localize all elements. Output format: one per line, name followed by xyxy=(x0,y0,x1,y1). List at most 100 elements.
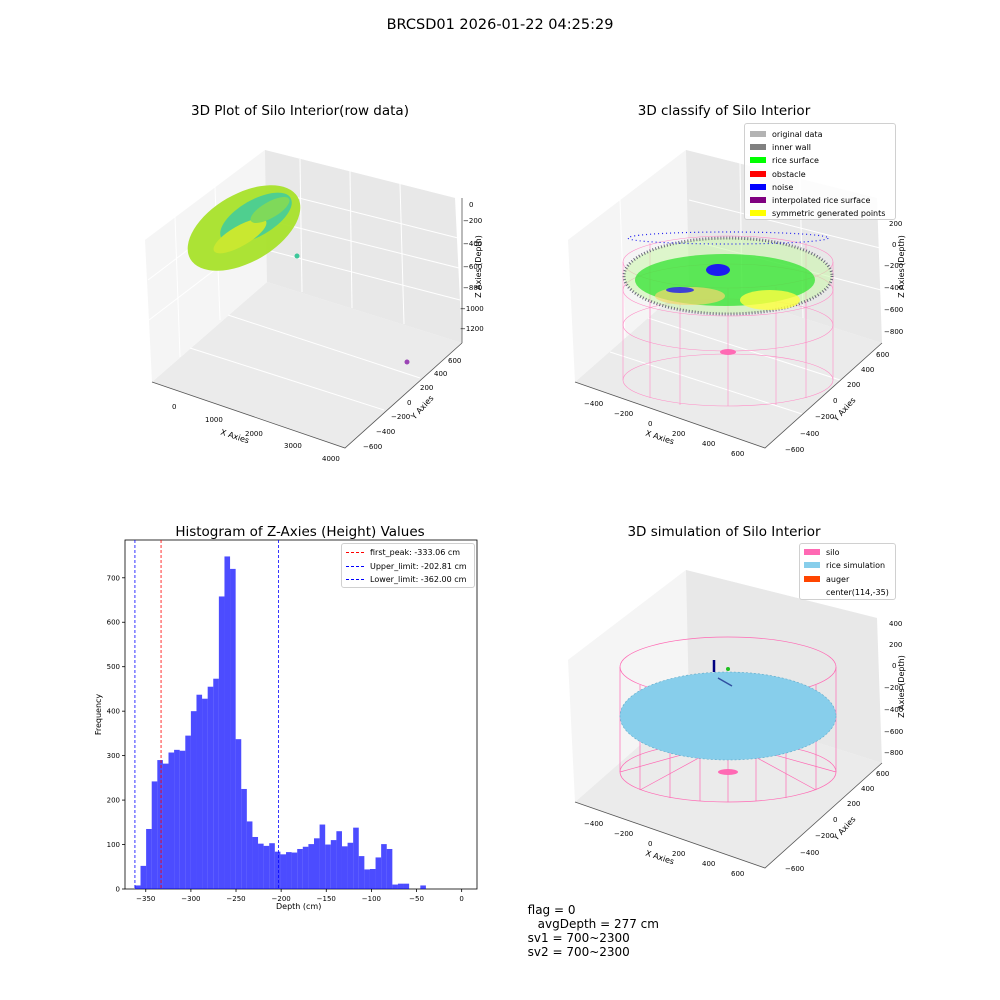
legend-label: noise xyxy=(772,182,794,192)
classify-z-tick: −600 xyxy=(884,306,904,314)
legend-swatch-obstacle xyxy=(750,170,766,177)
raw-z-tick: 0 xyxy=(469,201,474,209)
classify-x-tick: −200 xyxy=(614,410,634,418)
legend-swatch-symmetric xyxy=(750,210,766,217)
simulation-rice-surface xyxy=(619,671,837,775)
simulation-x-tick: −400 xyxy=(584,820,604,828)
histogram-bar xyxy=(140,865,147,889)
histogram-y-tick-label: 0 xyxy=(116,886,120,894)
classify-x-tick: 0 xyxy=(648,420,653,428)
histogram-bar xyxy=(246,821,253,889)
raw-z-tick: −1000 xyxy=(460,305,484,313)
legend-swatch-silo xyxy=(804,549,820,555)
classify-legend-item: original data xyxy=(750,128,885,141)
histogram-bar xyxy=(330,840,337,889)
histogram-bar xyxy=(392,884,398,889)
legend-line-lower-limit xyxy=(346,579,364,580)
classify-x-tick: 600 xyxy=(731,450,745,458)
simulation-legend-item: rice simulation xyxy=(804,559,889,572)
histogram-bar xyxy=(213,678,219,889)
raw-3d-axes-box xyxy=(145,150,463,449)
classify-y-tick: 600 xyxy=(876,351,890,359)
histogram-x-tick-label: −300 xyxy=(181,895,200,903)
simulation-y-tick: 400 xyxy=(861,785,875,793)
simulation-y-tick: 200 xyxy=(847,800,861,808)
histogram-legend-item: Lower_limit: -362.00 cm xyxy=(346,573,467,587)
histogram-y-tick-label: 400 xyxy=(107,708,120,716)
histogram-bar xyxy=(286,852,292,889)
histogram-legend-item: first_peak: -333.06 cm xyxy=(346,546,467,560)
legend-swatch-auger xyxy=(804,575,820,582)
simulation-x-tick: 0 xyxy=(648,840,653,848)
raw-plot-title: 3D Plot of Silo Interior(row data) xyxy=(191,103,409,119)
legend-label: rice surface xyxy=(772,156,819,166)
legend-line-upper-limit xyxy=(346,565,364,567)
raw-x-tick: 4000 xyxy=(322,455,340,463)
histogram-y-tick-label: 200 xyxy=(107,797,120,805)
simulation-x-tick: 200 xyxy=(672,850,686,858)
raw-x-tick: 2000 xyxy=(245,430,263,438)
raw-y-tick: −400 xyxy=(376,428,396,436)
raw-z-tick: −600 xyxy=(463,263,483,271)
raw-3d-plot xyxy=(145,150,463,449)
histogram-bar xyxy=(319,824,326,889)
histogram-bar xyxy=(230,568,236,889)
histogram-bar xyxy=(341,846,348,889)
histogram-bar xyxy=(274,851,281,889)
histogram-y-tick-label: 600 xyxy=(107,619,120,627)
raw-z-tick: −1200 xyxy=(460,325,484,333)
histogram-bar xyxy=(207,686,214,889)
legend-label: original data xyxy=(772,130,823,139)
simulation-x-tick: 600 xyxy=(731,870,745,878)
histogram-y-tick-label: 700 xyxy=(107,574,120,582)
histogram-bar xyxy=(185,735,191,889)
histogram-bar xyxy=(196,694,203,889)
histogram-y-tick-label: 500 xyxy=(107,663,120,671)
histogram-bar xyxy=(403,883,410,889)
histogram-bar xyxy=(386,848,393,889)
simulation-z-tick: 200 xyxy=(889,641,903,649)
raw-point-cloud xyxy=(187,185,410,365)
histogram-bar xyxy=(397,883,404,889)
legend-label: auger xyxy=(826,574,850,584)
histogram-x-label: Depth (cm) xyxy=(276,902,322,911)
histogram-bar xyxy=(146,828,152,889)
legend-label: first_peak: -333.06 cm xyxy=(370,548,461,557)
histogram-bar xyxy=(202,698,208,889)
histogram-x-tick-label: −50 xyxy=(409,895,424,903)
avg-depth-text: avgDepth = 277 cm xyxy=(537,917,659,931)
histogram-bar xyxy=(162,763,169,889)
simulation-y-tick: 600 xyxy=(876,770,890,778)
raw-x-tick: 1000 xyxy=(205,416,223,424)
histogram-bar xyxy=(302,846,309,889)
histogram-x-tick-label: −350 xyxy=(136,895,155,903)
classify-legend-item: symmetric generated points xyxy=(750,207,885,220)
classify-z-tick: −200 xyxy=(884,262,904,270)
classify-point-cloud xyxy=(622,231,834,355)
status-line: flag = 0 avgDepth = 277 cm sv1 = 700~230… xyxy=(520,889,665,959)
legend-swatch-noise xyxy=(750,183,766,190)
histogram-bar xyxy=(280,854,287,889)
histogram-legend-item: Upper_limit: -202.81 cm xyxy=(346,560,467,574)
simulation-3d-plot xyxy=(568,570,883,869)
legend-label: rice simulation xyxy=(826,561,886,571)
legend-label: inner wall xyxy=(772,143,812,153)
raw-y-tick: −200 xyxy=(391,413,411,421)
simulation-z-tick: −400 xyxy=(884,706,904,714)
raw-y-tick: 400 xyxy=(434,370,448,378)
histogram-legend: first_peak: -333.06 cm Upper_limit: -202… xyxy=(341,543,475,588)
classify-legend: original data inner wall rice surface ob… xyxy=(744,123,896,220)
histogram-bar xyxy=(353,827,359,889)
raw-x-tick: 3000 xyxy=(284,442,302,450)
histogram-y-ticks: 0 100 200 300 400 500 600 700 xyxy=(107,574,125,894)
simulation-z-tick: 0 xyxy=(892,662,897,670)
simulation-x-tick: −200 xyxy=(614,830,634,838)
histogram-y-label: Frequency xyxy=(94,693,104,736)
simulation-legend-item: silo xyxy=(804,546,889,559)
histogram-x-tick-label: −150 xyxy=(317,895,336,903)
classify-y-tick: 0 xyxy=(833,397,838,405)
simulation-z-tick: −800 xyxy=(884,749,904,757)
histogram-bar xyxy=(218,596,225,889)
histogram-bar xyxy=(358,856,365,889)
classify-x-tick: 200 xyxy=(672,430,686,438)
